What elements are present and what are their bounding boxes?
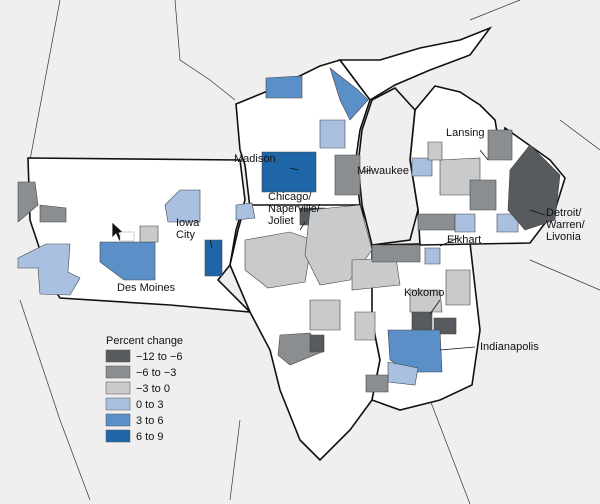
region — [417, 213, 456, 231]
legend-label: 6 to 9 — [136, 431, 164, 443]
region — [445, 269, 471, 306]
region — [309, 299, 341, 331]
legend-swatch — [105, 413, 131, 427]
cursor-badge — [119, 231, 135, 242]
region — [164, 189, 201, 223]
legend-label: 3 to 6 — [136, 415, 164, 427]
region — [454, 213, 476, 233]
legend-swatch — [105, 365, 131, 379]
city-label: Naperville/ — [268, 203, 321, 215]
city-label: Kokomo — [404, 287, 444, 299]
region — [496, 213, 519, 233]
region — [17, 181, 39, 223]
city-label: Detroit/ — [546, 207, 582, 219]
region — [329, 67, 369, 121]
leader-lines — [209, 149, 546, 351]
city-label: Madison — [234, 153, 276, 165]
legend-label: −6 to −3 — [136, 367, 176, 379]
region — [409, 289, 443, 313]
region — [427, 141, 443, 161]
legend-label: −12 to −6 — [136, 351, 183, 363]
city-label: Iowa — [176, 217, 200, 229]
region — [265, 75, 303, 99]
city-label: Warren/ — [546, 219, 586, 231]
region — [411, 157, 433, 177]
city-label: Indianapolis — [480, 341, 539, 353]
city-label: Des Moines — [117, 282, 176, 294]
region — [371, 244, 421, 263]
neighbor-borders — [19, 0, 600, 504]
legend-swatch — [105, 397, 131, 411]
region — [487, 129, 513, 161]
legend-swatch — [105, 381, 131, 395]
region — [139, 225, 159, 243]
region — [387, 329, 443, 373]
state-michigan-upper — [338, 26, 493, 102]
region — [244, 231, 313, 289]
region — [469, 179, 497, 211]
legend-label: −3 to 0 — [136, 383, 170, 395]
region — [261, 151, 317, 193]
lake-michigan — [357, 87, 419, 246]
region — [39, 204, 67, 223]
city-label: City — [176, 229, 195, 241]
legend-swatch — [105, 429, 131, 443]
region — [204, 239, 223, 277]
city-label: Chicago/ — [268, 191, 312, 203]
region — [334, 154, 361, 196]
legend-swatch — [105, 349, 131, 363]
city-label: Lansing — [446, 127, 485, 139]
city-label: Elkhart — [447, 234, 481, 246]
region — [424, 247, 441, 265]
region — [235, 202, 256, 221]
city-label: Livonia — [546, 231, 582, 243]
legend: Percent change −12 to −6 −6 to −3 −3 to 0 0… — [105, 335, 183, 443]
region — [507, 144, 561, 231]
labels: Madison Milwaukee Lansing Detroit/Warren/Li… — [117, 127, 586, 353]
region — [411, 309, 433, 331]
legend-title: Percent change — [106, 335, 183, 347]
legend-label: 0 to 3 — [136, 399, 164, 411]
region — [354, 311, 376, 341]
region — [365, 374, 389, 393]
region — [17, 243, 81, 296]
region — [319, 119, 346, 149]
region — [309, 334, 325, 353]
city-label: Milwaukee — [357, 165, 409, 177]
region — [351, 257, 401, 291]
city-label: Joliet — [268, 215, 294, 227]
